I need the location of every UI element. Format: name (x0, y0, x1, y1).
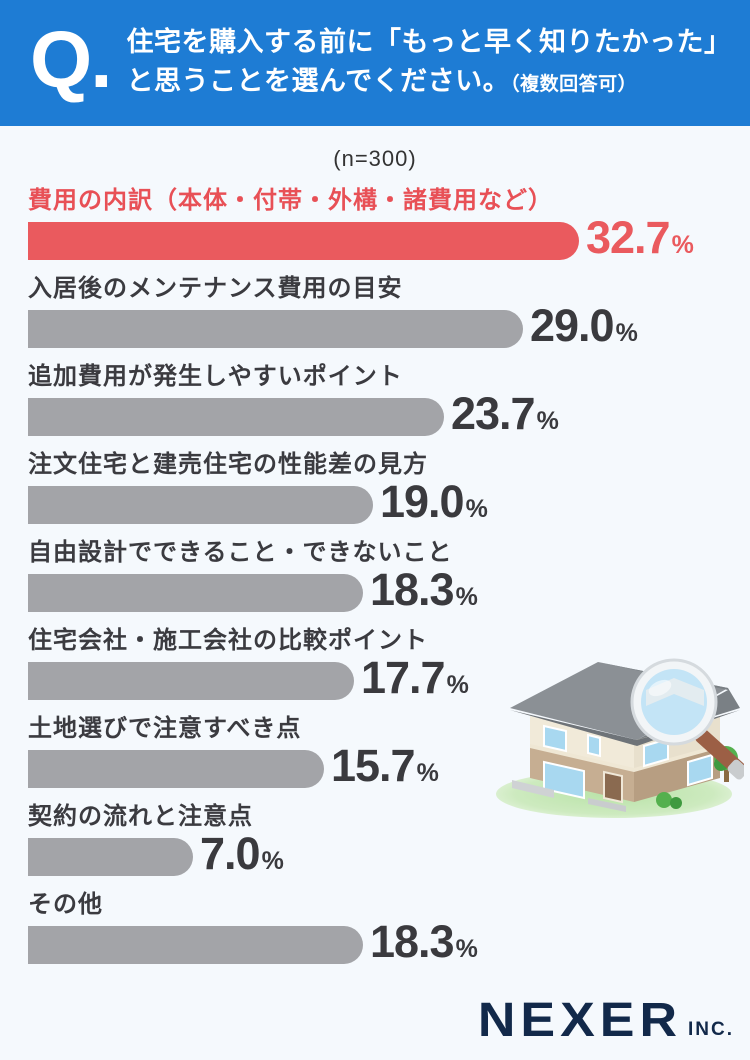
bar-value-unit: % (671, 230, 694, 259)
bar-row: 契約の流れと注意点 7.0% (28, 802, 750, 877)
bar-label: 契約の流れと注意点 (28, 803, 253, 830)
bush (656, 792, 672, 808)
bar-line: 19.0% (28, 479, 750, 525)
bar-chart: 費用の内訳（本体・付帯・外構・諸費用など） 32.7% 入居後のメンテナンス費用の目… (28, 186, 750, 978)
bar-value-unit: % (615, 318, 638, 347)
question-title-note: （複数回答可） (510, 73, 638, 95)
bar-value: 7.0% (200, 827, 284, 879)
window (687, 753, 713, 787)
question-title-line2-text: と思うことを選んでください。 (126, 65, 511, 96)
bar (28, 222, 579, 260)
bar-label: 費用の内訳（本体・付帯・外構・諸費用など） (28, 187, 553, 214)
bar-row: 住宅会社・施工会社の比較ポイント 17.7% (28, 626, 750, 701)
logo-suffix: INC. (688, 1019, 734, 1040)
bar (28, 486, 373, 524)
bar-value: 15.7% (331, 739, 439, 791)
house-step (588, 798, 626, 812)
bush (670, 797, 682, 809)
bar-value-unit: % (536, 406, 559, 435)
window (543, 760, 585, 800)
house-porch (512, 780, 554, 798)
bar-line: 7.0% (28, 831, 750, 877)
sample-size-label: (n=300) (333, 146, 417, 171)
house-roof-underside (510, 710, 740, 746)
bar-line: 15.7% (28, 743, 750, 789)
question-header: Q. 住宅を購入する前に「もっと早く知りたかった」 と思うことを選んでください。… (0, 0, 750, 126)
bar-value-unit: % (416, 758, 439, 787)
question-title-line1: 住宅を購入する前に「もっと早く知りたかった」 (126, 26, 732, 57)
bar-value: 23.7% (451, 387, 559, 439)
bar-line: 17.7% (28, 655, 750, 701)
question-title: 住宅を購入する前に「もっと早く知りたかった」 と思うことを選んでください。（複数… (126, 23, 731, 104)
bar-label: 住宅会社・施工会社の比較ポイント (28, 627, 428, 654)
bar (28, 750, 324, 788)
bar-label: その他 (28, 891, 103, 918)
bar-row: 自由設計でできること・できないこと 18.3% (28, 538, 750, 613)
bar-value-unit: % (455, 582, 478, 611)
bar-value: 32.7% (586, 211, 694, 263)
window (587, 733, 601, 758)
bar-line: 29.0% (28, 303, 750, 349)
bar-row: 入居後のメンテナンス費用の目安 29.0% (28, 274, 750, 349)
bar (28, 662, 354, 700)
logo-text: NEXER (477, 993, 682, 1048)
bar (28, 926, 363, 964)
magnifying-glass (630, 658, 748, 780)
bar-row: 土地選びで注意すべき点 15.7% (28, 714, 750, 789)
house-door (603, 770, 623, 804)
bar-value-unit: % (465, 494, 488, 523)
bar-label: 土地選びで注意すべき点 (28, 715, 302, 742)
bar (28, 310, 523, 348)
house-illustration-svg (496, 658, 748, 818)
company-logo: NEXER INC. (478, 988, 734, 1048)
tree-trunk (724, 768, 729, 782)
bar-value: 18.3% (370, 915, 478, 967)
bar-line: 18.3% (28, 567, 750, 613)
bar-row: 追加費用が発生しやすいポイント 23.7% (28, 362, 750, 437)
bar (28, 398, 444, 436)
bar-value: 19.0% (380, 475, 488, 527)
bar-label: 入居後のメンテナンス費用の目安 (28, 275, 403, 302)
bar-label: 自由設計でできること・できないこと (28, 539, 453, 566)
house-band (530, 744, 720, 772)
bar (28, 838, 193, 876)
bar-value: 18.3% (370, 563, 478, 615)
bar-value-unit: % (261, 846, 284, 875)
bar-row: 費用の内訳（本体・付帯・外構・諸費用など） 32.7% (28, 186, 750, 261)
bar-row: 注文住宅と建売住宅の性能差の見方 19.0% (28, 450, 750, 525)
bar-line: 23.7% (28, 391, 750, 437)
bar-label: 追加費用が発生しやすいポイント (28, 363, 403, 390)
question-title-line2: と思うことを選んでください。（複数回答可） (126, 62, 731, 104)
window (543, 724, 567, 753)
bar-value: 29.0% (530, 299, 638, 351)
house-magnifier-illustration (492, 650, 748, 820)
bar-value-unit: % (446, 670, 469, 699)
bar-row: その他 18.3% (28, 890, 750, 965)
bar (28, 574, 363, 612)
bar-value-unit: % (455, 934, 478, 963)
q-mark: Q. (30, 15, 112, 104)
bar-line: 32.7% (28, 215, 750, 261)
bar-line: 18.3% (28, 919, 750, 965)
bar-value: 17.7% (361, 651, 469, 703)
bar-label: 注文住宅と建売住宅の性能差の見方 (28, 451, 428, 478)
